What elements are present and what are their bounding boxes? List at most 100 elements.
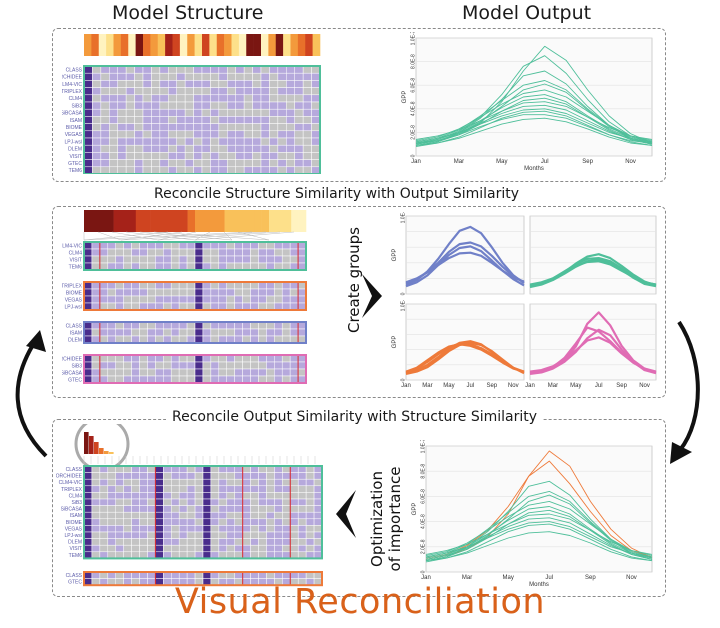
series-line [425,500,653,557]
series-line [425,460,653,559]
heat-cell [179,34,188,56]
group-chart-orange: 0 1.0E-7 GPP Jan Mar May Jul Sep Nov [392,300,525,389]
heat-cell [172,210,181,232]
row-label: GTEC [68,161,82,167]
matrix-border [83,354,307,384]
row-label: GTEC [68,580,82,586]
heat-cell [113,34,122,56]
right-curved-arrow [677,320,700,452]
row-label: ORCHIDEE [56,474,83,480]
matrix-border [83,571,323,587]
y-axis-label: GPP [402,91,408,104]
footer-title: Visual Reconciliation [174,582,546,622]
reconcile-structure-title: Reconcile Structure Similarity with Outp… [148,186,526,202]
row-label: VISIT [69,154,82,160]
row-label: CLM4-VIC [62,243,82,249]
series-line [425,523,653,563]
y-tick-label: 1.0E-7 [401,212,407,223]
row-label: ORCHIDEE [62,356,83,362]
model-output-title: Model Output [462,2,592,24]
x-tick-label: Sep [616,383,627,389]
x-tick-label: Jul [545,575,553,581]
x-tick-label: Nov [626,575,637,581]
heat-cell [84,210,92,232]
heat-cell [246,210,255,232]
x-tick-label: Jan [525,383,535,389]
row-label: SiBCASA [62,111,83,117]
x-tick-label: Jul [541,159,549,165]
heat-cell [91,210,100,232]
dendrogram-line [157,231,197,241]
row-label: ORCHIDEE [62,75,83,81]
dendrogram-lines [83,231,295,241]
heat-cell [172,34,181,56]
series-line [529,336,657,373]
group-chart-pink: Jan Mar May Jul Sep Nov [525,303,657,389]
y-axis-label: GPP [392,336,398,349]
series-line [529,260,657,286]
heat-cell [157,34,166,56]
heat-cell [275,34,284,56]
heat-cell [150,34,159,56]
series-line [415,114,653,144]
dendrogram-line [111,231,159,241]
heat-cell [128,34,136,56]
row-label: DLEM [68,337,82,343]
importance-bar [104,451,109,454]
heat-cell [224,210,233,232]
heat-cell [106,210,114,232]
y-tick-label: 6.0E-8 [411,78,417,93]
heat-cell [283,210,292,232]
row-label: VEGAS [65,526,83,532]
heat-cell [291,210,299,232]
dendrogram-line [83,231,253,241]
left-arrow-head [26,330,46,352]
row-label: CLM4 [69,96,83,102]
y-tick-label: 1.0E-7 [401,300,407,311]
dendrogram-line [157,231,281,241]
heat-cell [312,34,321,56]
dendrogram-line [194,231,211,241]
x-tick-label: Mar [462,575,472,581]
row-label: ISAM [70,118,82,124]
y-tick-label: 4.0E-8 [411,101,417,116]
row-label: ISAM [70,330,82,336]
series-line [425,509,653,562]
row-label: VEGAS [65,297,83,303]
heat-cell [135,210,144,232]
model-output-chart: 0 2.0E-8 4.0E-8 6.0E-8 8.0E-8 1.0E-7 GPP Jan Mar… [402,32,653,172]
importance-bar [84,432,89,454]
y-tick-label: 8.0E-8 [421,464,427,479]
group-chart-teal [529,215,657,295]
heat-cell [150,210,159,232]
matrix-border [83,281,307,311]
row-label: BIOME [66,290,83,296]
series-line [415,108,653,143]
heat-cell [283,34,291,56]
importance-bar [99,448,104,454]
heat-cell [158,210,166,232]
heat-cell [269,210,277,232]
row-label: TEM6 [69,264,83,270]
row-label: TRIPLEX [62,89,83,95]
y-tick-label: 0 [421,570,427,573]
y-axis-label: GPP [392,249,398,262]
heat-cell [268,34,277,56]
x-tick-label: Jan [401,383,411,389]
y-tick-label: 0 [401,378,407,381]
row-label: GTEC [68,377,82,383]
heat-cell [128,210,137,232]
row-label: ISAM [70,513,82,519]
row-label: SiB3 [71,363,82,369]
heat-cell [239,210,248,232]
series-line [415,104,653,145]
y-tick-label: 4.0E-8 [421,514,427,529]
matrix-border [83,465,323,560]
x-tick-label: Mar [548,383,558,389]
heat-cell [113,210,122,232]
row-label: SiB3 [71,103,82,109]
